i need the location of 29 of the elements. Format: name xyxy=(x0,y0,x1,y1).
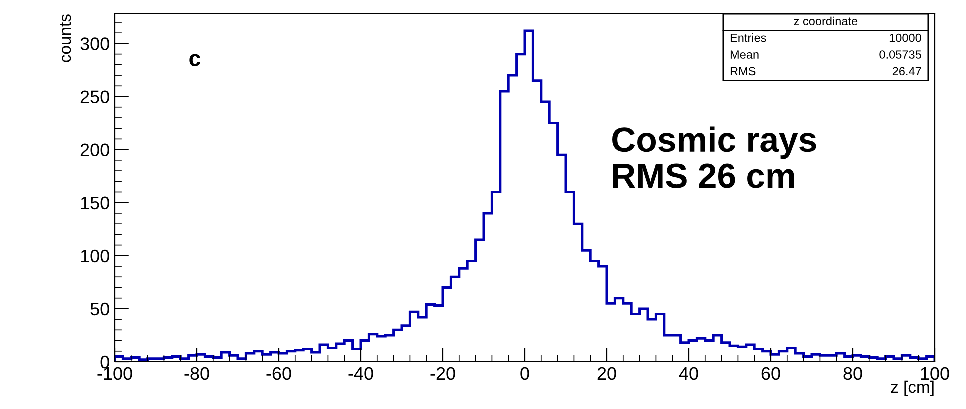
x-tick-label: -80 xyxy=(184,367,210,380)
x-tick-label: 100 xyxy=(921,367,950,380)
x-tick-label: -20 xyxy=(430,367,456,380)
annotation: z coordinate xyxy=(794,16,858,26)
annotation: 10000 xyxy=(890,34,922,42)
y-tick-label: 100 xyxy=(81,250,110,263)
x-tick-label: 80 xyxy=(844,367,862,380)
x-tick-label: 0 xyxy=(520,367,530,380)
y-tick-label: 250 xyxy=(80,90,110,104)
y-tick-label: 150 xyxy=(81,196,110,210)
x-tick-label: 60 xyxy=(762,367,780,380)
annotation: RMS xyxy=(730,67,756,76)
x-tick-label: 40 xyxy=(679,367,698,380)
x-tick-label: -100 xyxy=(98,367,132,380)
annotation: c xyxy=(190,54,201,66)
annotation: Mean xyxy=(730,50,759,59)
y-tick-label: 50 xyxy=(90,302,110,316)
x-tick-label: 20 xyxy=(598,367,616,380)
y-tick-label: 200 xyxy=(80,144,110,157)
annotation: 26.47 xyxy=(892,67,922,76)
y-tick-label: 300 xyxy=(80,38,110,50)
annotation: Cosmic rays RMS 26 cm xyxy=(612,126,816,188)
x-tick-label: -40 xyxy=(348,367,374,380)
annotation: Entries xyxy=(730,34,766,42)
x-tick-label: -60 xyxy=(266,367,292,380)
x-axis-title: z [cm] xyxy=(891,380,934,396)
y-axis-title: counts xyxy=(60,14,72,62)
annotation: 0.05735 xyxy=(880,50,922,59)
y-tick-label: 0 xyxy=(100,356,110,369)
